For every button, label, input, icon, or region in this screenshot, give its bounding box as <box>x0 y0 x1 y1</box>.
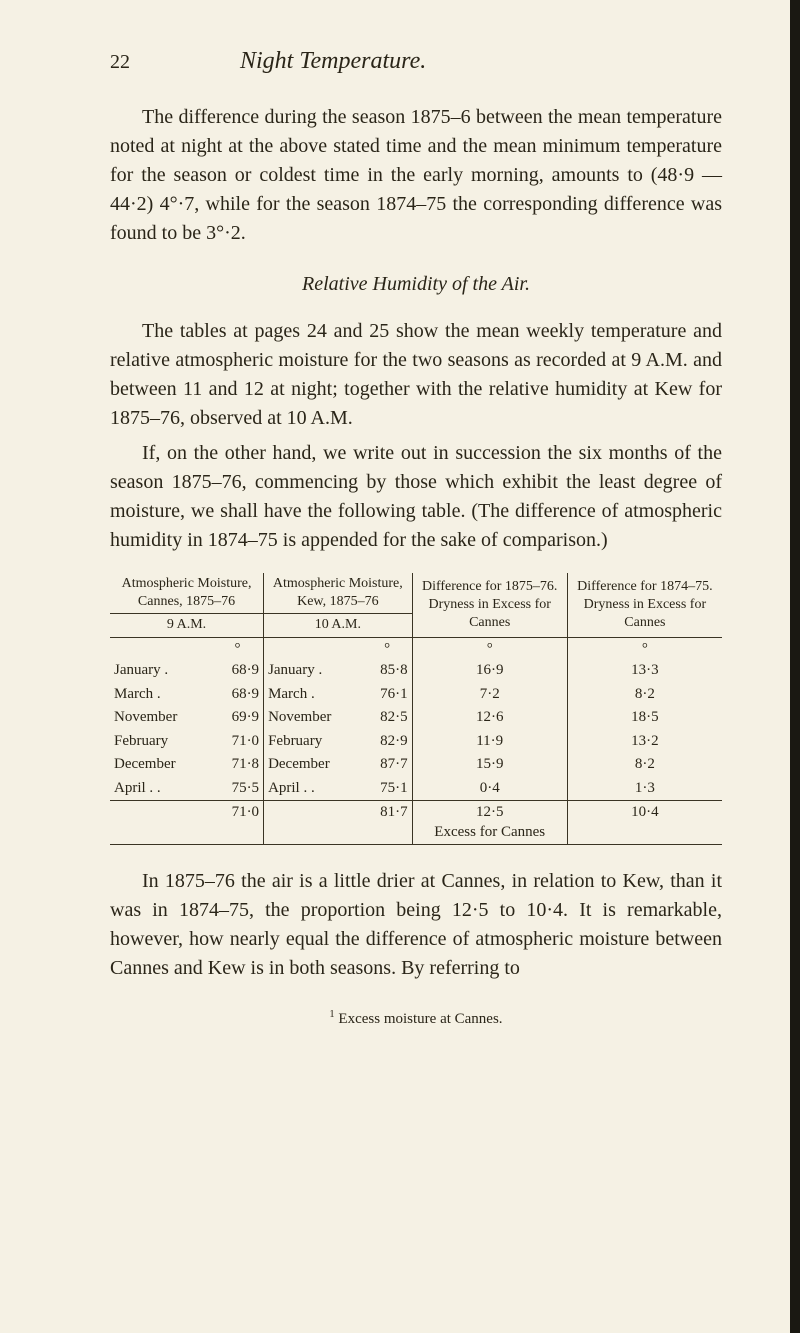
value-cannes: 71·0 <box>212 730 264 754</box>
paragraph-1: The difference during the season 1875–6 … <box>110 103 722 248</box>
page: 22 Night Temperature. The difference dur… <box>0 0 800 1333</box>
value-cannes: 68·9 <box>212 683 264 707</box>
month-kew: March . <box>264 683 363 707</box>
diff-b: 1·3 <box>567 777 722 801</box>
running-head: 22 Night Temperature. <box>110 48 722 75</box>
month-kew: November <box>264 706 363 730</box>
paragraph-2: The tables at pages 24 and 25 show the m… <box>110 317 722 433</box>
table-row-mean: 71·0 81·7 12·5 Excess for Cannes 10·4 <box>110 801 722 845</box>
section-title: Relative Humidity of the Air. <box>110 270 722 299</box>
mean-diff-a-value: 12·5 <box>476 804 504 820</box>
month-cannes: April . . <box>110 777 212 801</box>
month-kew: December <box>264 753 363 777</box>
month-cannes: November <box>110 706 212 730</box>
paragraph-4: In 1875–76 the air is a little drier at … <box>110 867 722 983</box>
value-cannes: 75·5 <box>212 777 264 801</box>
footnote: 1 Excess moisture at Cannes. <box>110 1007 722 1031</box>
month-kew: January . <box>264 659 363 683</box>
diff-b: 13·2 <box>567 730 722 754</box>
degree-symbol: ° <box>212 637 264 659</box>
month-kew: April . . <box>264 777 363 801</box>
mean-diff-b: 10·4 <box>567 801 722 845</box>
col-head-kew: Atmospheric Moisture, Kew, 1875–76 <box>264 573 413 614</box>
diff-b: 13·3 <box>567 659 722 683</box>
value-kew: 82·9 <box>363 730 413 754</box>
diff-a: 12·6 <box>412 706 567 730</box>
value-kew: 75·1 <box>363 777 413 801</box>
value-cannes: 68·9 <box>212 659 264 683</box>
diff-b: 8·2 <box>567 683 722 707</box>
scan-edge <box>790 0 800 1333</box>
degree-symbol: ° <box>412 637 567 659</box>
month-cannes: February <box>110 730 212 754</box>
diff-a: 11·9 <box>412 730 567 754</box>
page-number: 22 <box>110 51 130 74</box>
value-kew: 87·7 <box>363 753 413 777</box>
table-row: April . . 75·5 April . . 75·1 0·4 1·3 <box>110 777 722 801</box>
table-row: December 71·8 December 87·7 15·9 8·2 <box>110 753 722 777</box>
diff-a: 7·2 <box>412 683 567 707</box>
paragraph-3: If, on the other hand, we write out in s… <box>110 439 722 555</box>
footnote-text: Excess moisture at Cannes. <box>335 1011 503 1027</box>
degree-symbol: ° <box>363 637 413 659</box>
diff-b: 18·5 <box>567 706 722 730</box>
mean-diff-a-note: Excess for Cannes <box>434 824 545 840</box>
col-head-diff-b: Difference for 1874–75. Dryness in Exces… <box>567 573 722 637</box>
month-cannes: March . <box>110 683 212 707</box>
time-kew: 10 A.M. <box>264 614 413 637</box>
table-row: January . 68·9 January . 85·8 16·9 13·3 <box>110 659 722 683</box>
col-head-diff-a: Difference for 1875–76. Dryness in Exces… <box>412 573 567 637</box>
table-row: February 71·0 February 82·9 11·9 13·2 <box>110 730 722 754</box>
mean-kew: 81·7 <box>363 801 413 845</box>
diff-a: 16·9 <box>412 659 567 683</box>
degree-symbol: ° <box>567 637 722 659</box>
diff-a: 15·9 <box>412 753 567 777</box>
value-cannes: 69·9 <box>212 706 264 730</box>
value-kew: 76·1 <box>363 683 413 707</box>
diff-b: 8·2 <box>567 753 722 777</box>
body-text: The difference during the season 1875–6 … <box>110 103 722 1031</box>
table-row: November 69·9 November 82·5 12·6 18·5 <box>110 706 722 730</box>
col-head-cannes: Atmospheric Moisture, Cannes, 1875–76 <box>110 573 264 614</box>
diff-a: 0·4 <box>412 777 567 801</box>
month-cannes: December <box>110 753 212 777</box>
mean-cannes: 71·0 <box>212 801 264 845</box>
page-title: Night Temperature. <box>240 48 426 75</box>
month-cannes: January . <box>110 659 212 683</box>
table-row: March . 68·9 March . 76·1 7·2 8·2 <box>110 683 722 707</box>
mean-diff-a: 12·5 Excess for Cannes <box>412 801 567 845</box>
humidity-table: Atmospheric Moisture, Cannes, 1875–76 At… <box>110 573 722 845</box>
value-kew: 82·5 <box>363 706 413 730</box>
time-cannes: 9 A.M. <box>110 614 264 637</box>
month-kew: February <box>264 730 363 754</box>
value-kew: 85·8 <box>363 659 413 683</box>
value-cannes: 71·8 <box>212 753 264 777</box>
